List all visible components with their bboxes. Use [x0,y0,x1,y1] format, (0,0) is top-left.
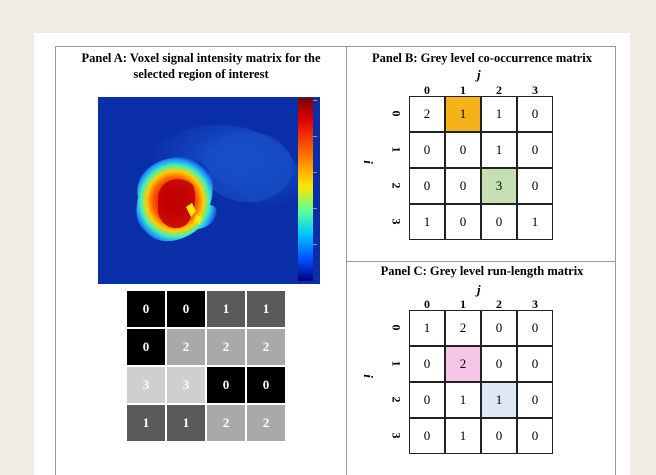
matrix-cell: 0 [445,204,481,240]
matrix-cell: 0 [409,168,445,204]
matrix-cell: 0 [517,168,553,204]
matrix-cell: 2 [445,310,481,346]
colorbar-tick [313,136,317,137]
row-label: 0 [389,110,404,117]
row-label: 3 [389,432,404,439]
grid-cell: 1 [246,290,286,328]
matrix-cell: 1 [517,204,553,240]
matrix-cell: 0 [517,132,553,168]
matrix-cell: 0 [481,418,517,454]
matrix-cell: 0 [481,310,517,346]
panel-a-title: Panel A: Voxel signal intensity matrix f… [81,51,321,81]
heatmap-image [136,124,303,242]
matrix-cell: 0 [517,310,553,346]
matrix-cell: 1 [445,382,481,418]
row-label: 2 [389,182,404,189]
grid-cell: 1 [166,404,206,442]
grid-cell: 2 [206,328,246,366]
colorbar-tick [313,208,317,209]
matrix-cell: 0 [445,132,481,168]
col-label: 3 [532,83,538,97]
matrix-cell: 0 [481,204,517,240]
col-label: 0 [424,297,430,311]
row-axis-label: i [360,374,376,378]
row-label: 3 [389,218,404,225]
grid-cell: 2 [246,328,286,366]
grid-cell: 0 [126,290,166,328]
matrix-cell: 1 [409,310,445,346]
matrix-cell: 2 [409,96,445,132]
matrix-cell: 1 [481,382,517,418]
column-divider [346,46,347,475]
matrix-cell: 2 [445,346,481,382]
col-label: 2 [496,83,502,97]
row-label: 0 [389,324,404,331]
col-axis-label: j [477,67,481,82]
row-divider [346,261,616,262]
matrix-cell: 0 [517,382,553,418]
colorbar-tick [313,100,317,101]
grid-cell: 0 [126,328,166,366]
row-label: 1 [389,360,404,367]
matrix-cell: 1 [481,132,517,168]
grid-cell: 3 [166,366,206,404]
matrix-cell: 0 [409,346,445,382]
col-label: 3 [532,297,538,311]
col-label: 1 [460,297,466,311]
matrix-cell: 0 [445,168,481,204]
grid-cell: 2 [246,404,286,442]
row-label: 2 [389,396,404,403]
row-label: 1 [389,146,404,153]
matrix-cell: 1 [409,204,445,240]
matrix-cell: 1 [445,96,481,132]
colorbar-tick [313,172,317,173]
grid-cell: 1 [126,404,166,442]
matrix-cell: 0 [409,382,445,418]
grid-cell: 0 [246,366,286,404]
panel-b-title: Panel B: Grey level co-occurrence matrix [372,51,592,65]
roi-intensity-heatmap [98,97,320,284]
matrix-cell: 1 [481,96,517,132]
matrix-cell: 0 [481,346,517,382]
grid-cell: 2 [206,404,246,442]
col-axis-label: j [477,282,481,297]
matrix-cell: 0 [517,346,553,382]
matrix-cell: 0 [409,418,445,454]
grid-cell: 2 [166,328,206,366]
col-label: 0 [424,83,430,97]
matrix-cell: 1 [445,418,481,454]
grid-cell: 0 [166,290,206,328]
col-label: 2 [496,297,502,311]
panel-c-title: Panel C: Grey level run-length matrix [380,264,584,278]
matrix-cell: 0 [409,132,445,168]
figure-table [55,46,616,475]
matrix-cell: 3 [481,168,517,204]
col-label: 1 [460,83,466,97]
row-axis-label: i [360,160,376,164]
grid-cell: 0 [206,366,246,404]
intensity-colorbar [298,98,313,281]
grid-cell: 3 [126,366,166,404]
matrix-cell: 0 [517,418,553,454]
matrix-cell: 0 [517,96,553,132]
grid-cell: 1 [206,290,246,328]
colorbar-tick [313,244,317,245]
